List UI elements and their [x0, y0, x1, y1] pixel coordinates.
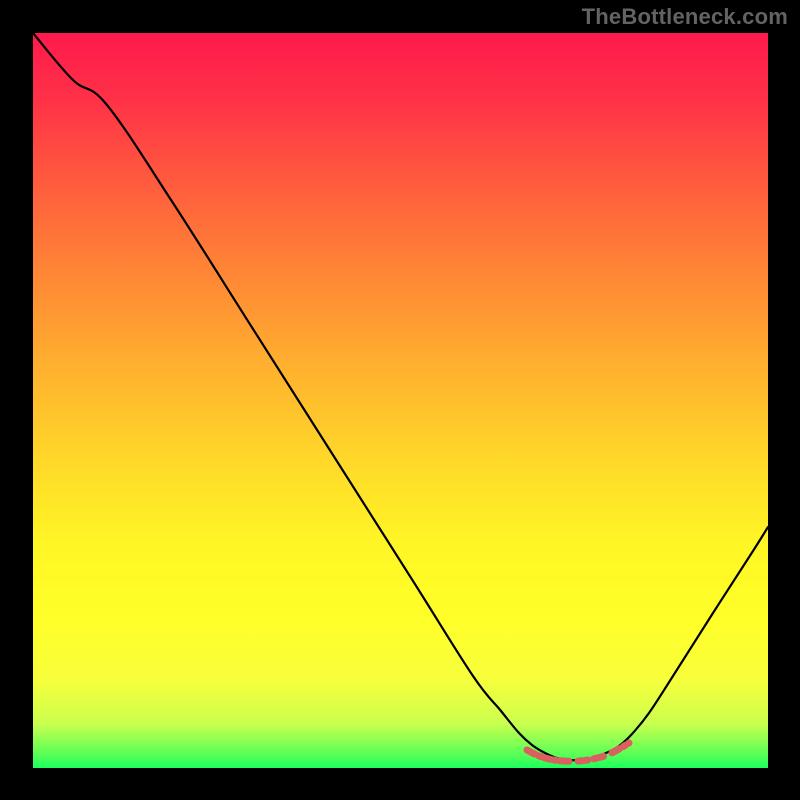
curve-layer: [33, 33, 768, 768]
chart-container: TheBottleneck.com: [0, 0, 800, 800]
watermark-text: TheBottleneck.com: [582, 4, 788, 30]
main-curve: [33, 33, 768, 760]
plot-area: [33, 33, 768, 768]
